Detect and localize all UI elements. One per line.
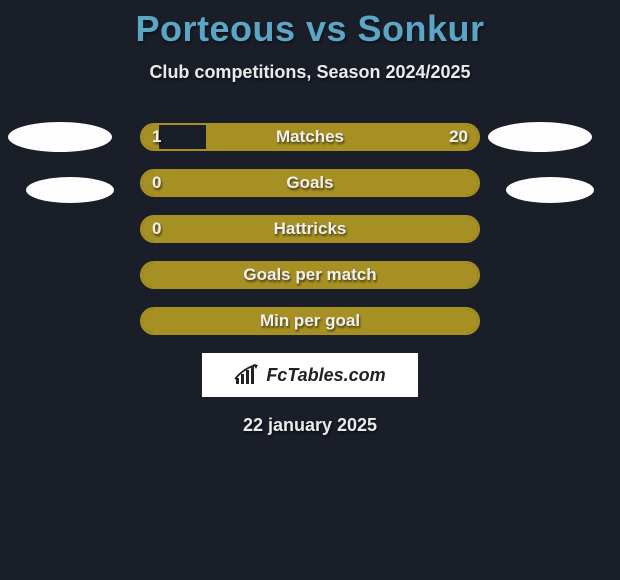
stat-bar: 0 Hattricks [140, 215, 480, 243]
stat-bar: 1 20 Matches [140, 123, 480, 151]
watermark-logo: FcTables.com [202, 353, 418, 397]
chart-icon [234, 364, 260, 386]
stat-row-min-per-goal: Min per goal [0, 307, 620, 335]
stat-value-right: 20 [449, 125, 468, 149]
avatar-placeholder [488, 122, 592, 152]
date-label: 22 january 2025 [243, 415, 377, 436]
stat-bar-fill-right [206, 125, 478, 149]
page-title: Porteous vs Sonkur [135, 8, 484, 50]
stat-bar-fill-right [142, 217, 478, 241]
stat-row-goals-per-match: Goals per match [0, 261, 620, 289]
stat-value-left: 0 [152, 171, 161, 195]
page-subtitle: Club competitions, Season 2024/2025 [149, 62, 470, 83]
stat-bar: 0 Goals [140, 169, 480, 197]
stat-bar-fill-right [142, 171, 478, 195]
avatar-placeholder [8, 122, 112, 152]
stat-value-left: 0 [152, 217, 161, 241]
stat-rows: 1 20 Matches 0 Goals 0 Hattricks [0, 123, 620, 335]
stat-bar-fill-right [142, 263, 478, 287]
stat-bar: Min per goal [140, 307, 480, 335]
stat-bar-fill-right [142, 309, 478, 333]
watermark-text: FcTables.com [266, 365, 385, 386]
avatar-placeholder [506, 177, 594, 203]
stat-bar: Goals per match [140, 261, 480, 289]
infographic-container: Porteous vs Sonkur Club competitions, Se… [0, 0, 620, 436]
avatar-placeholder [26, 177, 114, 203]
stat-value-left: 1 [152, 125, 161, 149]
stat-row-hattricks: 0 Hattricks [0, 215, 620, 243]
